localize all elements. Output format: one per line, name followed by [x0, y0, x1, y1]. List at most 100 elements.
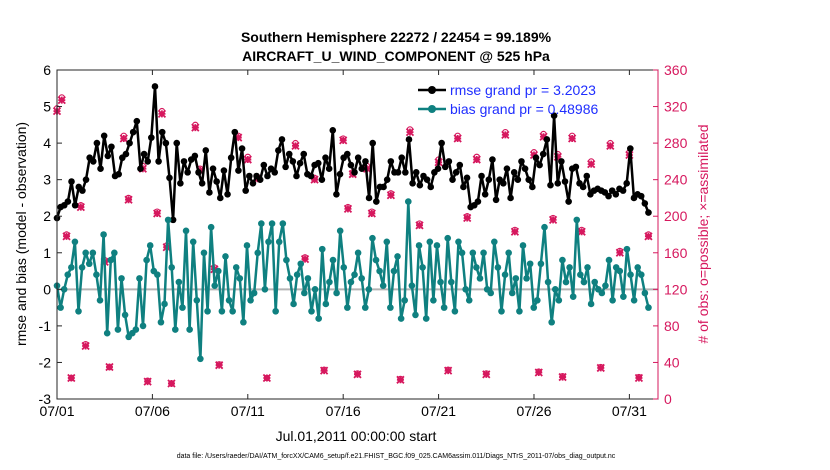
bias-point [451, 307, 459, 315]
bias-point [616, 267, 624, 275]
rmse-point [260, 161, 268, 169]
obs-assimilated-marker [67, 373, 76, 383]
bias-point [143, 256, 150, 264]
bias-point [204, 307, 211, 315]
bias-point [118, 275, 125, 282]
bias-point [598, 289, 606, 297]
rmse-point [554, 180, 562, 187]
bias-point [541, 223, 548, 231]
bias-point [559, 256, 566, 264]
bias-point [222, 253, 229, 260]
rmse-point [365, 194, 373, 202]
bias-point [404, 198, 412, 205]
bias-point [57, 304, 64, 311]
rmse-point [427, 183, 435, 191]
obs-assimilated-marker [167, 379, 176, 388]
bias-point [272, 307, 279, 315]
rmse-point [536, 161, 543, 169]
rmse-point [216, 194, 224, 202]
obs-assimilated-marker [553, 152, 562, 161]
rmse-point [314, 159, 322, 167]
rmse-point [246, 172, 253, 180]
rmse-point [209, 165, 217, 172]
bias-point [555, 297, 563, 304]
y-tick-label: 6 [43, 62, 51, 78]
obs-assimilated-marker [534, 368, 543, 377]
bias-point [444, 234, 452, 242]
y-tick-label: 0 [43, 281, 51, 297]
rmse-point [583, 172, 591, 180]
rmse-point [325, 165, 333, 172]
rmse-point [213, 178, 220, 185]
y2-axis-label: # of obs: o=possible; ×=assimilated [695, 124, 711, 343]
bias-point [290, 300, 297, 308]
rmse-point [460, 183, 467, 191]
bias-point [390, 267, 398, 275]
y-tick-label: -1 [39, 318, 52, 334]
rmse-point [129, 128, 137, 136]
bias-point [179, 304, 186, 311]
rmse-point [434, 165, 442, 172]
bias-point [548, 318, 555, 326]
rmse-point [206, 189, 213, 196]
rmse-point [510, 169, 518, 176]
bias-point [322, 300, 330, 308]
bias-point [584, 264, 591, 271]
obs-assimilated-marker [482, 370, 491, 379]
obs-assimilated-marker [319, 366, 329, 375]
bias-point [501, 271, 509, 279]
obs-assimilated-marker [529, 150, 539, 160]
rmse-point [227, 154, 235, 162]
bias-point [530, 304, 538, 311]
rmse-point [264, 172, 271, 180]
rmse-point [122, 150, 130, 158]
bias-point [569, 293, 577, 300]
obs-assimilated-marker [596, 363, 605, 373]
bias-point [365, 286, 373, 293]
bias-point [401, 297, 409, 304]
obs-assimilated-marker [587, 159, 596, 169]
rmse-point [485, 176, 493, 183]
rmse-point [166, 174, 173, 182]
bias-point [240, 318, 247, 326]
obs-assimilated-marker [215, 361, 224, 370]
rmse-point [242, 187, 249, 194]
bias-point [605, 256, 613, 264]
bias-point [311, 286, 319, 293]
rmse-point [300, 150, 308, 158]
bias-point [218, 307, 226, 315]
bias-point [297, 260, 305, 268]
rmse-point [579, 183, 587, 191]
rmse-point [409, 180, 416, 187]
obs-assimilated-marker [472, 155, 481, 164]
rmse-point [529, 183, 536, 191]
legend-rmse-label: rmse grand pr = 3.2023 [450, 82, 596, 98]
bias-point [566, 264, 573, 271]
bias-point [634, 264, 642, 271]
rmse-point [351, 169, 358, 176]
rmse-line [55, 85, 650, 222]
bias-point [430, 297, 437, 304]
rmse-point [405, 136, 413, 143]
x-tick-label: 07/06 [135, 403, 170, 419]
bias-point [121, 311, 129, 319]
bias-point [318, 245, 326, 253]
rmse-point [140, 150, 148, 158]
rmse-point [155, 158, 162, 165]
rmse-point [343, 150, 351, 158]
rmse-point [307, 172, 315, 180]
rmse-point [97, 165, 104, 172]
rmse-point [133, 117, 141, 125]
bias-point [283, 256, 290, 264]
obs-assimilated-marker [634, 373, 644, 383]
bias-point [171, 326, 179, 333]
x-tick-label: 07/21 [421, 403, 456, 419]
rmse-point [289, 158, 297, 165]
y2-tick-label: 160 [664, 245, 688, 261]
bias-point [175, 278, 183, 286]
bias-point [93, 271, 100, 279]
rmse-point [93, 139, 101, 147]
bias-point [215, 267, 222, 275]
bias-point [587, 300, 595, 308]
bias-point [620, 293, 627, 300]
